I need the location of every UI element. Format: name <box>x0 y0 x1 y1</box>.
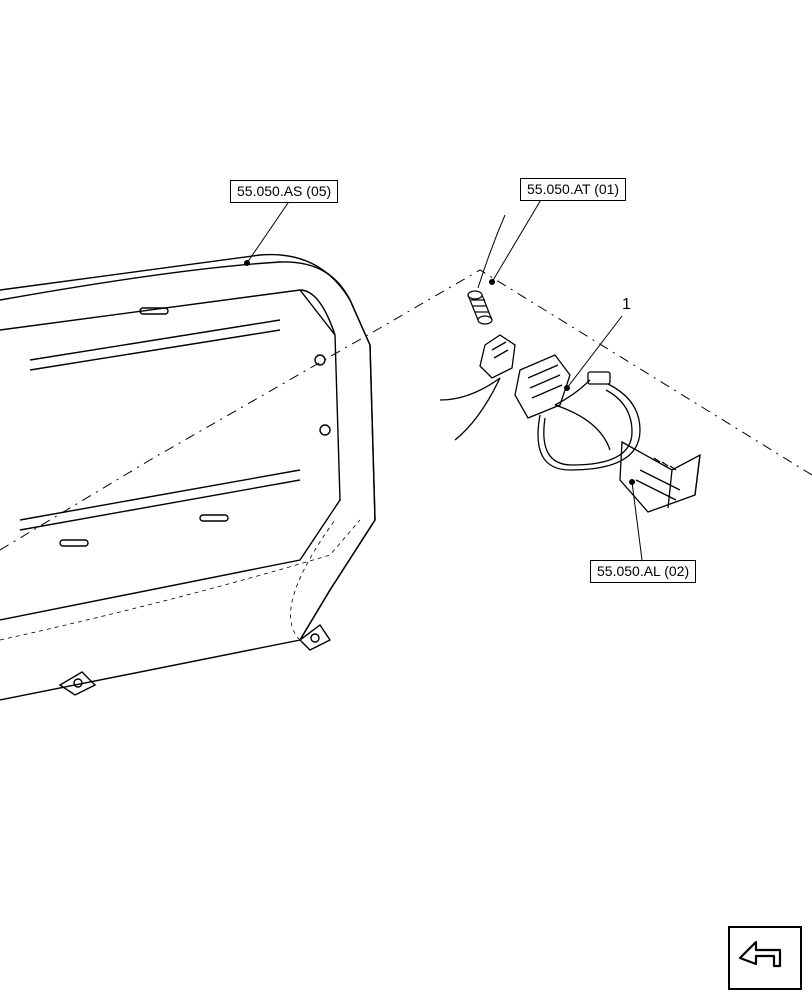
return-icon[interactable] <box>728 926 802 990</box>
assembly-reference-line <box>0 270 812 550</box>
item-number-1: 1 <box>622 296 631 314</box>
wire-harness <box>440 335 700 512</box>
diagram-canvas: 55.050.AS (05) 55.050.AT (01) 1 55.050.A… <box>0 0 812 1000</box>
panel-assembly <box>0 255 375 700</box>
ref-label-al: 55.050.AL (02) <box>590 560 696 583</box>
ref-label-as: 55.050.AS (05) <box>230 180 338 203</box>
ref-label-at: 55.050.AT (01) <box>520 178 626 201</box>
return-arrow-icon <box>730 928 790 976</box>
leader-lines <box>245 198 643 560</box>
line-art <box>0 0 812 1000</box>
